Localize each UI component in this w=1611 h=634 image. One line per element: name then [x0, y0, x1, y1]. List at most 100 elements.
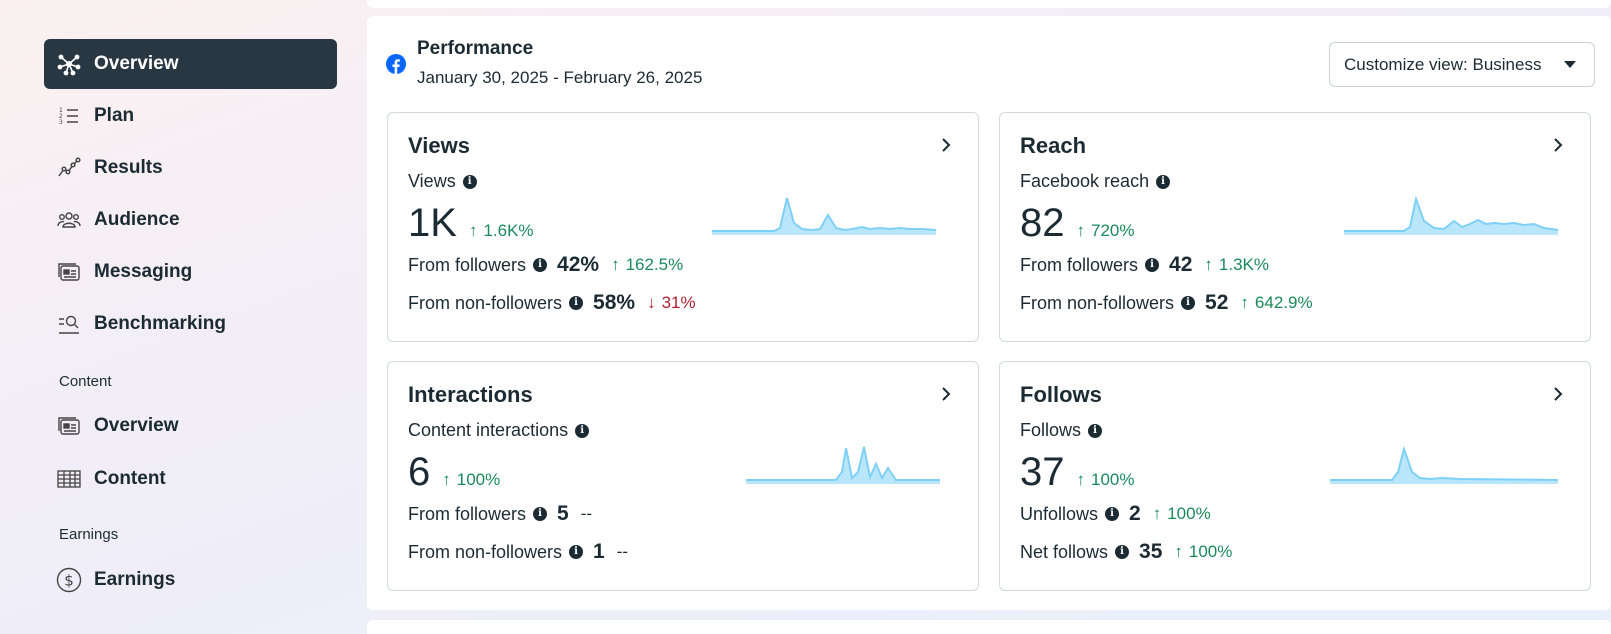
primary-value: 37: [1020, 450, 1065, 494]
sub-metric-delta-value: 642.9%: [1254, 293, 1313, 312]
sidebar-item-label: Earnings: [94, 569, 176, 590]
sub-metric-delta-value: 100%: [1167, 504, 1211, 523]
metric-label: Content interactions i: [408, 420, 590, 441]
sub-metric-delta: ↑ 100%: [1174, 542, 1232, 562]
plan-icon: 1 2 3: [56, 103, 82, 129]
sidebar-item-label: Content: [94, 468, 166, 489]
sidebar-item-audience[interactable]: Audience: [44, 195, 337, 245]
primary-metric: 6 ↑ 100%: [408, 450, 500, 495]
primary-delta: ↑ 100%: [1077, 470, 1135, 490]
sidebar-item-overview[interactable]: Overview: [44, 39, 337, 89]
sub-metric-delta-value: 162.5%: [625, 255, 684, 274]
sidebar-item-label: Overview: [94, 415, 179, 436]
facebook-icon: [386, 54, 406, 74]
card-title: Interactions: [408, 382, 533, 407]
info-icon[interactable]: i: [1156, 174, 1171, 189]
primary-value: 6: [408, 450, 431, 494]
info-icon[interactable]: i: [462, 174, 477, 189]
primary-delta-value: 100%: [1091, 470, 1135, 489]
sidebar-item-benchmarking[interactable]: Benchmarking: [44, 299, 337, 349]
info-icon[interactable]: i: [533, 507, 548, 521]
sub-metric-delta: --: [616, 542, 629, 561]
primary-delta: ↑ 100%: [442, 470, 500, 490]
sidebar-item-plan[interactable]: 1 2 3 Plan: [44, 91, 337, 141]
sub-metric-row: Net follows i 35 ↑ 100%: [1020, 540, 1232, 564]
info-icon[interactable]: i: [569, 545, 584, 559]
sub-metric-row: From non-followers i 1 --: [408, 540, 628, 564]
sidebar-item-label: Overview: [94, 53, 179, 74]
customize-view-label: Customize view: Business: [1344, 54, 1542, 74]
audience-icon: [56, 207, 82, 233]
chevron-right-icon[interactable]: [1548, 135, 1568, 155]
card-title: Follows: [1020, 382, 1102, 407]
metric-label-text: Follows: [1020, 420, 1082, 440]
sidebar-item-results[interactable]: Results: [44, 143, 337, 193]
info-icon[interactable]: i: [575, 423, 590, 438]
sub-metric-row: From non-followers i 58% ↓ 31%: [408, 291, 696, 315]
sub-metric-row: From followers i 5 --: [408, 502, 592, 526]
arrow-up-icon: ↑: [611, 255, 620, 274]
sub-metric-delta-value: 31%: [661, 293, 696, 312]
sub-metric-label: From non-followers: [1020, 292, 1175, 313]
arrow-down-icon: ↓: [647, 293, 656, 312]
sub-metric-value: 35: [1139, 540, 1163, 563]
dollar-icon: $: [56, 567, 82, 593]
info-icon[interactable]: i: [1088, 423, 1103, 438]
performance-panel: Performance January 30, 2025 - February …: [367, 16, 1611, 610]
info-icon[interactable]: i: [1181, 296, 1196, 310]
info-icon[interactable]: i: [569, 296, 584, 310]
primary-metric: 1K ↑ 1.6K%: [408, 201, 534, 246]
svg-text:2: 2: [59, 113, 63, 120]
follows-card[interactable]: Follows Follows i 37 ↑ 100% Unfollows i 2…: [999, 361, 1591, 591]
chevron-right-icon[interactable]: [936, 135, 956, 155]
sub-metric-value: 1: [593, 540, 605, 563]
sidebar-item-earnings[interactable]: $ Earnings: [44, 555, 337, 605]
arrow-up-icon: ↑: [1240, 293, 1249, 312]
sub-metric-label: From non-followers: [408, 541, 563, 562]
sidebar-item-messaging[interactable]: Messaging: [44, 247, 337, 297]
interactions-card[interactable]: Interactions Content interactions i 6 ↑ 1…: [387, 361, 979, 591]
info-icon[interactable]: i: [1105, 507, 1120, 521]
sub-metric-label: From followers: [408, 254, 527, 275]
sidebar-item-label: Results: [94, 157, 163, 178]
sub-metric-label: From followers: [408, 503, 527, 524]
reach-card[interactable]: Reach Facebook reach i 82 ↑ 720% From fol…: [999, 112, 1591, 342]
arrow-up-icon: ↑: [1076, 221, 1086, 240]
metric-label-text: Views: [408, 171, 456, 191]
results-icon: [56, 155, 82, 181]
card-title: Reach: [1020, 133, 1087, 158]
sub-metric-value: 58%: [593, 291, 636, 314]
chevron-right-icon[interactable]: [1548, 384, 1568, 404]
sidebar-item-content-overview[interactable]: Overview: [44, 401, 337, 451]
views-card[interactable]: Views Views i 1K ↑ 1.6K% From followers i…: [387, 112, 979, 342]
arrow-up-icon: ↑: [1076, 470, 1086, 489]
content-overview-icon: [56, 413, 82, 439]
sub-metric-value: 52: [1205, 291, 1229, 314]
sub-metric-value: 42%: [557, 253, 600, 276]
date-range: January 30, 2025 - February 26, 2025: [417, 68, 703, 87]
info-icon[interactable]: i: [1145, 258, 1160, 272]
primary-metric: 82 ↑ 720%: [1020, 201, 1134, 246]
section-label-content: Content: [59, 373, 112, 390]
primary-value: 82: [1020, 201, 1065, 245]
sidebar-item-label: Plan: [94, 105, 135, 126]
table-icon: [56, 466, 82, 492]
metric-label: Facebook reach i: [1020, 171, 1171, 192]
card-title: Views: [408, 133, 470, 158]
sub-metric-label: Unfollows: [1020, 503, 1099, 524]
sub-metric-delta-value: 1.3K%: [1218, 255, 1269, 274]
sub-metric-delta: ↑ 1.3K%: [1204, 255, 1269, 275]
reach-sparkline: [1344, 195, 1558, 235]
arrow-up-icon: ↑: [468, 221, 478, 240]
customize-view-dropdown[interactable]: Customize view: Business: [1329, 42, 1595, 87]
arrow-up-icon: ↑: [1174, 542, 1183, 561]
chevron-right-icon[interactable]: [936, 384, 956, 404]
sub-metric-value: 5: [557, 502, 569, 525]
sub-metric-label: Net follows: [1020, 541, 1109, 562]
follows-sparkline: [1330, 445, 1558, 484]
primary-value: 1K: [408, 201, 457, 245]
info-icon[interactable]: i: [533, 258, 548, 272]
info-icon[interactable]: i: [1115, 545, 1130, 559]
caret-down-icon: [1564, 61, 1576, 68]
sidebar-item-content[interactable]: Content: [44, 454, 337, 504]
